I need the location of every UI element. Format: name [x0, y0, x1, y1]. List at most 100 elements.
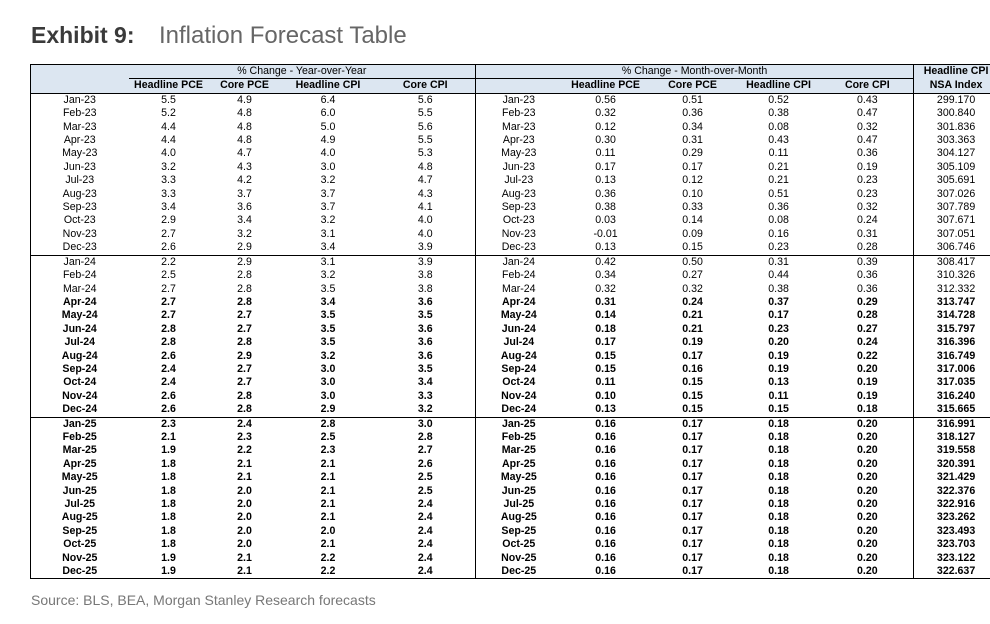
- value-cell: 320.391: [913, 457, 990, 472]
- value-cell: 323.122: [913, 551, 990, 566]
- value-cell: 2.2: [128, 254, 209, 270]
- value-cell: 2.3: [320, 444, 336, 457]
- date-cell: Jan-25: [30, 416, 129, 431]
- value-cell: 0.33: [682, 201, 703, 214]
- value-cell: 3.9: [375, 254, 476, 270]
- table-row: Jul-25 1.8 2.0 2.1 2.4 Jul-25 0.16 0.17 0.18 0.20…: [31, 498, 990, 512]
- date-cell: Oct-25: [475, 538, 562, 552]
- value-cell: 2.1: [320, 538, 336, 551]
- value-cell: 3.1: [320, 227, 336, 240]
- value-cell: 3.0: [320, 389, 336, 402]
- value-cell: 0.36: [682, 107, 703, 120]
- date-cell: Dec-25: [475, 565, 562, 579]
- value-cell: 2.2: [320, 565, 336, 578]
- date-cell: Mar-24: [62, 282, 97, 295]
- table-row: May-23 4.0 4.7 4.0 5.3 May-23 0.11 0.29 0.11 0.36…: [31, 147, 990, 161]
- value-cell: 0.18: [768, 457, 789, 470]
- column-header: Headline PCE: [561, 78, 650, 94]
- date-cell: Mar-25: [62, 444, 97, 457]
- table-row: Sep-23 3.4 3.6 3.7 4.1 Sep-23 0.38 0.33 0.36 0.32…: [31, 201, 990, 215]
- value-cell: 0.17: [682, 349, 703, 362]
- table-row: Dec-24 2.6 2.8 2.9 3.2 Dec-24 0.13 0.15 0.15 0.18…: [31, 403, 990, 418]
- value-cell: 0.20: [857, 444, 878, 457]
- value-cell: 0.18: [768, 538, 789, 551]
- value-cell: 2.8: [237, 282, 252, 295]
- value-cell: 0.38: [768, 107, 789, 120]
- value-cell: 2.1: [320, 471, 336, 484]
- value-cell: 0.17: [682, 484, 703, 497]
- value-cell: 2.2: [237, 444, 252, 457]
- value-cell: 3.0: [320, 160, 336, 173]
- exhibit-label: Exhibit 9:: [31, 22, 135, 48]
- source-note: Source: BLS, BEA, Morgan Stanley Researc…: [31, 592, 376, 608]
- value-cell: 0.34: [682, 120, 703, 133]
- date-cell: Nov-24: [62, 389, 98, 402]
- value-cell: 4.0: [417, 214, 433, 227]
- value-cell: 322.637: [913, 565, 990, 579]
- value-cell: 0.14: [682, 214, 703, 227]
- value-cell: 2.1: [320, 457, 336, 470]
- value-cell: 0.31: [857, 227, 878, 240]
- column-header: Core PCE: [649, 78, 736, 94]
- value-cell: 0.18: [768, 524, 789, 537]
- value-cell: 0.17: [682, 498, 703, 510]
- value-cell: 0.31: [595, 295, 616, 308]
- value-cell: 2.6: [417, 457, 433, 470]
- value-cell: 0.43: [857, 93, 878, 106]
- date-cell: May-25: [61, 471, 98, 484]
- value-cell: 2.8: [237, 403, 252, 416]
- value-cell: 306.746: [913, 241, 990, 256]
- value-cell: 0.23: [768, 241, 789, 254]
- value-cell: 0.17: [682, 471, 703, 484]
- value-cell: 0.20: [857, 538, 878, 551]
- value-cell: 3.2: [320, 214, 336, 227]
- value-cell: 0.17: [595, 336, 616, 349]
- value-cell: 0.36: [768, 201, 789, 214]
- value-cell: 2.1: [161, 430, 176, 443]
- date-cell: Dec-25: [62, 565, 98, 578]
- value-cell: 316.240: [913, 389, 990, 404]
- value-cell: 0.19: [768, 349, 789, 362]
- value-cell: 0.27: [857, 322, 878, 335]
- date-cell: May-24: [475, 309, 562, 323]
- table-row: May-25 1.8 2.1 2.1 2.5 May-25 0.16 0.17 0.18 0.20…: [31, 471, 990, 485]
- value-cell: 2.0: [237, 498, 252, 510]
- value-cell: 0.17: [682, 457, 703, 470]
- value-cell: 2.4: [417, 551, 433, 564]
- value-cell: 303.363: [913, 134, 990, 148]
- value-cell: 3.5: [320, 309, 336, 322]
- table-row: Oct-23 2.9 3.4 3.2 4.0 Oct-23 0.03 0.14 0.08 0.24…: [31, 214, 990, 228]
- value-cell: 0.50: [649, 254, 736, 270]
- header: Exhibit 9: Inflation Forecast Table: [31, 22, 407, 52]
- value-cell: 0.16: [595, 565, 616, 578]
- value-cell: 0.15: [682, 403, 703, 416]
- value-cell: 1.9: [161, 551, 176, 564]
- value-cell: 1.9: [161, 444, 176, 457]
- value-cell: 316.991: [913, 416, 990, 431]
- value-cell: 5.5: [417, 107, 433, 120]
- value-cell: 3.4: [417, 376, 433, 389]
- value-cell: 4.1: [417, 201, 433, 214]
- value-cell: 4.9: [320, 134, 336, 147]
- date-cell: Apr-24: [475, 295, 562, 310]
- date-cell: Jan-25: [475, 416, 562, 431]
- date-cell: May-23: [475, 147, 562, 161]
- value-cell: 3.5: [417, 362, 433, 375]
- value-cell: 0.37: [768, 295, 789, 308]
- value-cell: 2.7: [161, 295, 176, 308]
- value-cell: 0.19: [682, 336, 703, 349]
- value-cell: 0.16: [595, 511, 616, 524]
- value-cell: 0.21: [682, 322, 703, 335]
- value-cell: 5.5: [161, 93, 176, 106]
- value-cell: 3.1: [280, 254, 376, 270]
- value-cell: 0.29: [857, 295, 878, 308]
- value-cell: 4.7: [417, 174, 433, 187]
- value-cell: 3.5: [320, 322, 336, 335]
- table-row: Oct-25 1.8 2.0 2.1 2.4 Oct-25 0.16 0.17 0.18 0.20…: [31, 538, 990, 552]
- date-cell: Jun-23: [63, 160, 96, 173]
- date-cell: Jan-24: [475, 254, 562, 270]
- table-row: Jun-23 3.2 4.3 3.0 4.8 Jun-23 0.17 0.17 0.21 0.19…: [31, 160, 990, 175]
- value-cell: 0.13: [595, 174, 616, 187]
- value-cell: 323.493: [913, 524, 990, 539]
- value-cell: 0.16: [682, 362, 703, 375]
